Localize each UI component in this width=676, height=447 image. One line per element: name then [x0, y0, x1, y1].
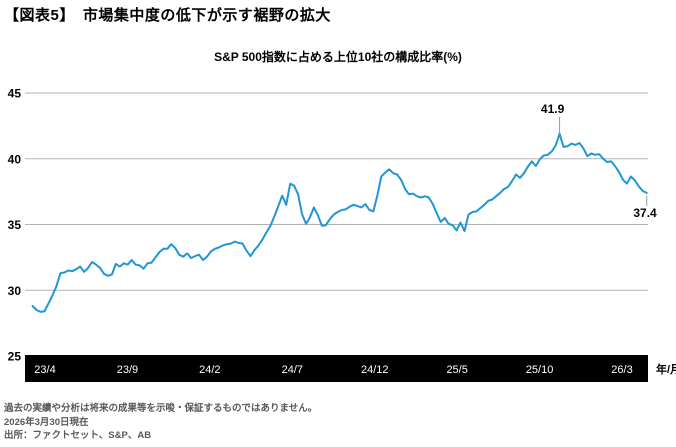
annotation-label-max: 41.9 — [541, 102, 565, 116]
y-tick-label-30: 30 — [8, 284, 22, 298]
annotation-label-last: 37.4 — [633, 206, 657, 220]
x-tick-label-23/4: 23/4 — [34, 364, 55, 376]
x-tick-label-24/2: 24/2 — [199, 364, 220, 376]
y-tick-label-45: 45 — [8, 87, 22, 101]
x-tick-label-23/9: 23/9 — [117, 364, 138, 376]
y-tick-label-25: 25 — [8, 350, 22, 364]
x-tick-label-25/10: 25/10 — [526, 364, 554, 376]
footnote-disclaimer: 過去の実績や分析は将来の成果等を示唆・保証するものではありません。 — [4, 403, 318, 414]
chart-canvas: 41.9 37.4 25 30 35 40 45 23/4 23/9 24/2 24/7 24/12 2… — [8, 87, 676, 382]
x-tick-label-25/5: 25/5 — [446, 364, 467, 376]
x-tick-label-24/7: 24/7 — [282, 364, 303, 376]
footnote-block: 過去の実績や分析は将来の成果等を示唆・保証するものではありません。 2026年3… — [4, 402, 672, 443]
x-tick-label-24/12: 24/12 — [361, 364, 389, 376]
x-tick-label-26/3: 26/3 — [611, 364, 632, 376]
x-axis-unit-label: 年/月 — [656, 362, 676, 376]
series-line — [31, 132, 648, 313]
footnote-as-of: 2026年3月30日現在 — [4, 416, 89, 428]
footnote-source: 出所：ファクトセット、S&P、AB — [4, 430, 152, 441]
x-axis-bar — [25, 355, 648, 382]
chart-title: S&P 500指数に占める上位10社の構成比率(%) — [214, 50, 462, 64]
figure-title: 【図表5】 市場集中度の低下が示す裾野の拡大 — [4, 7, 331, 24]
y-tick-label-35: 35 — [8, 218, 22, 232]
y-tick-label-40: 40 — [8, 152, 22, 166]
